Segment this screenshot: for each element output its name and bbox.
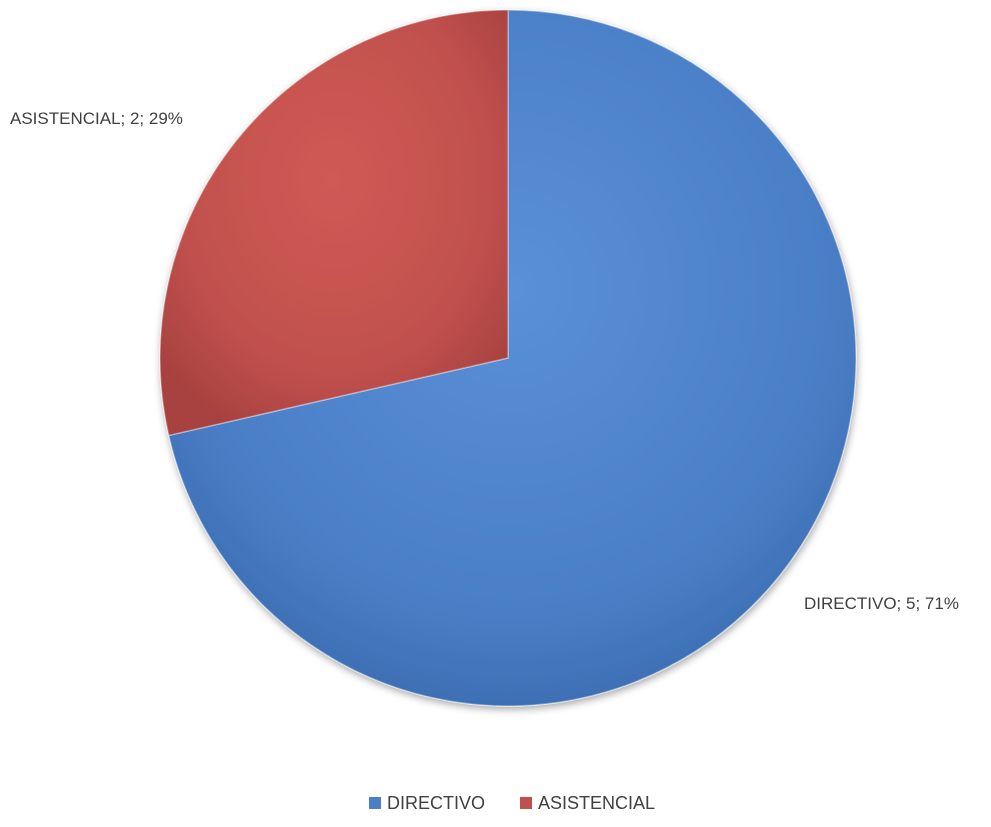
legend-label-directivo: DIRECTIVO xyxy=(387,793,485,813)
legend: DIRECTIVO ASISTENCIAL xyxy=(369,793,655,813)
legend-item-directivo: DIRECTIVO xyxy=(369,793,485,813)
legend-swatch-directivo xyxy=(369,797,381,809)
pie-slice-asistencial xyxy=(159,9,509,437)
data-label-asistencial: ASISTENCIAL; 2; 29% xyxy=(10,109,183,128)
data-labels: DIRECTIVO; 5; 71% ASISTENCIAL; 2; 29% xyxy=(10,109,959,613)
data-label-directivo: DIRECTIVO; 5; 71% xyxy=(804,594,959,613)
legend-item-asistencial: ASISTENCIAL xyxy=(520,793,655,813)
pie-slices xyxy=(159,9,857,707)
pie-slice-directivo xyxy=(167,9,857,707)
legend-label-asistencial: ASISTENCIAL xyxy=(538,793,655,813)
legend-swatch-asistencial xyxy=(520,797,532,809)
